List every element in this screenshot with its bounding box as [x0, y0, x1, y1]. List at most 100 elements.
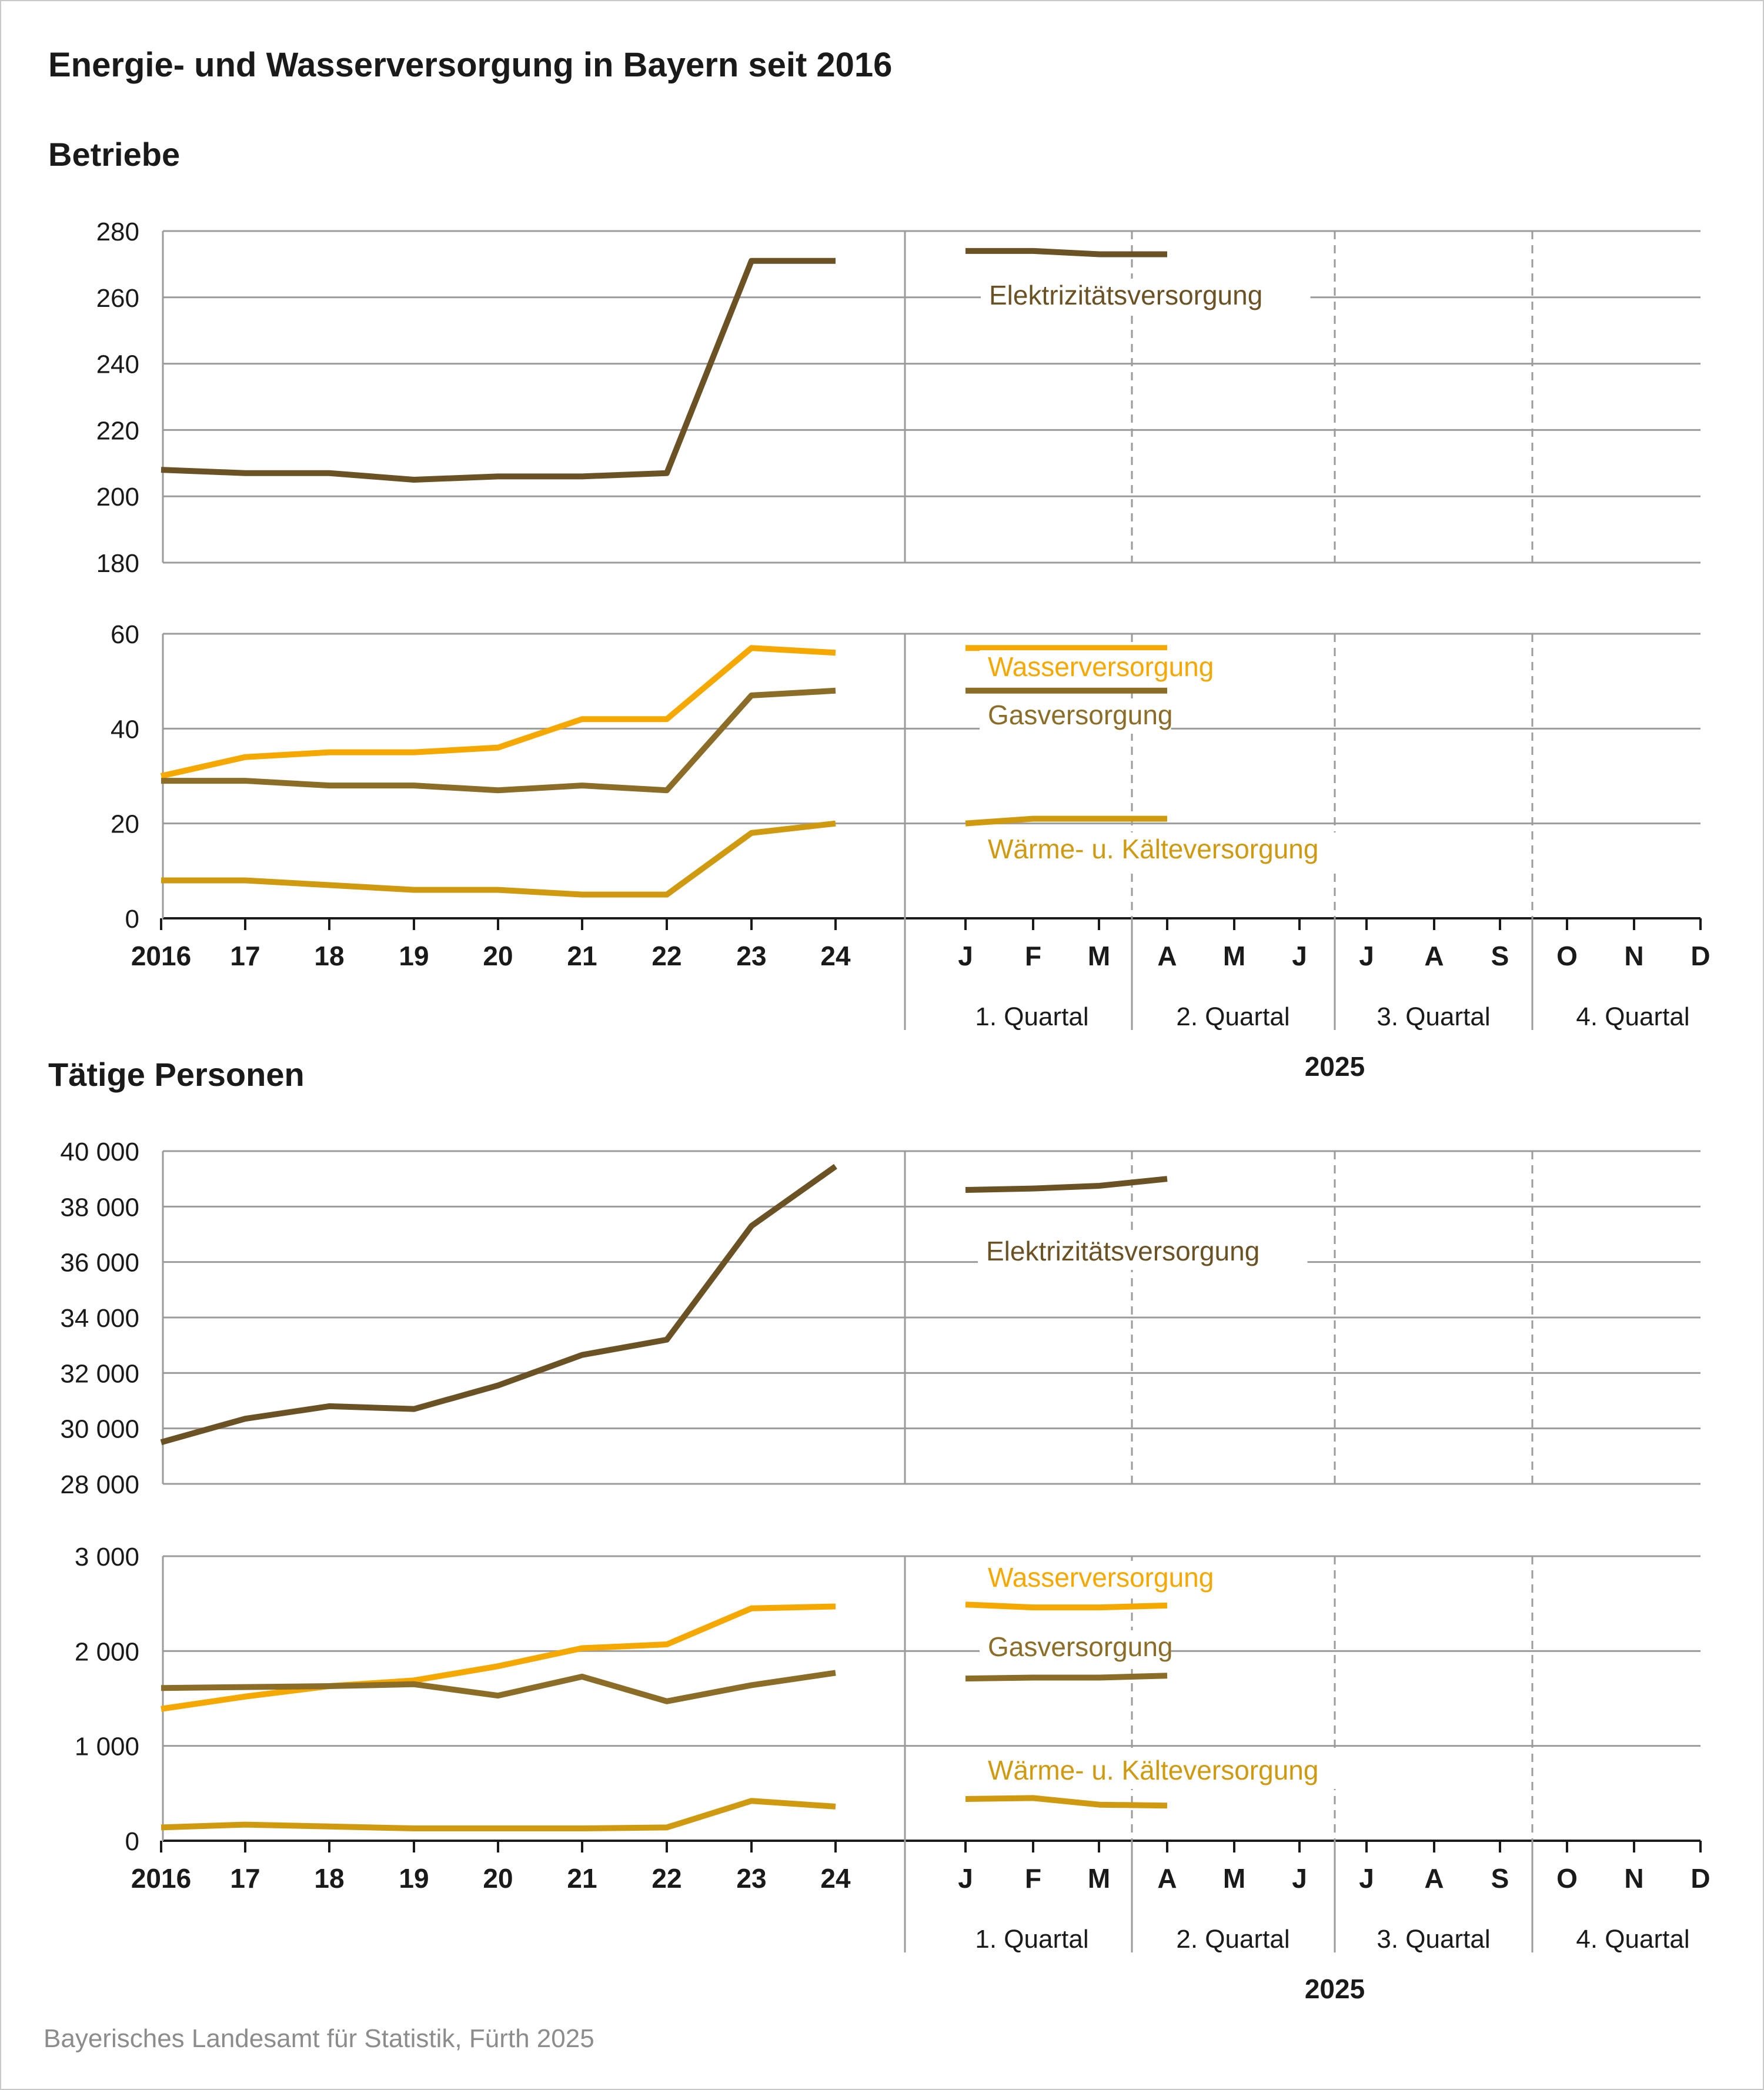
series-label-background [980, 1561, 1212, 1596]
x-tick-label-year: 2016 [131, 1863, 191, 1894]
series-label: Gasversorgung [988, 1631, 1173, 1662]
quarter-label: 2. Quartal [1176, 1925, 1289, 1954]
x-tick-label-month: M [1223, 1863, 1245, 1894]
series-line-annual [161, 258, 836, 483]
x-tick-label-month: A [1157, 1863, 1177, 1894]
x-tick-label-month: N [1624, 1863, 1643, 1894]
y-tick-label: 34 000 [60, 1304, 139, 1333]
section-title-betriebe: Betriebe [48, 136, 180, 173]
series-label-background [980, 1630, 1171, 1666]
x-tick-label-month: A [1157, 941, 1177, 971]
series-line-annual [161, 820, 836, 898]
x-tick-label-year: 23 [736, 941, 766, 971]
y-tick-label: 28 000 [60, 1470, 139, 1499]
series-line-annual [161, 687, 836, 794]
series-label: Elektrizitätsversorgung [986, 1236, 1259, 1266]
x-tick-label-year: 24 [820, 1863, 851, 1894]
series-label-background [980, 698, 1171, 734]
x-tick-label-year: 18 [314, 941, 344, 971]
series-label: Gasversorgung [988, 700, 1173, 730]
x-tick-label-year: 24 [820, 941, 851, 971]
y-tick-label: 0 [125, 905, 139, 934]
x-tick-label-month: N [1624, 941, 1643, 971]
y-tick-label: 0 [125, 1827, 139, 1856]
series-line-2025 [965, 248, 1167, 258]
x-tick-label-year: 23 [736, 1863, 766, 1894]
series-label: Elektrizitätsversorgung [989, 280, 1262, 310]
series-label-background [978, 1235, 1308, 1270]
x-tick-label-month: S [1491, 941, 1509, 971]
x-tick-label-month: J [958, 1863, 973, 1894]
figure-title: Energie- und Wasserversorgung in Bayern … [48, 46, 892, 84]
quarter-label: 1. Quartal [975, 1002, 1088, 1031]
x-tick-label-year: 22 [652, 941, 681, 971]
quarter-label: 2. Quartal [1176, 1002, 1289, 1031]
source-note: Bayerisches Landesamt für Statistik, Für… [44, 2024, 594, 2053]
y-tick-label: 240 [96, 350, 139, 379]
x-tick-label-year: 18 [314, 1863, 344, 1894]
y-tick-label: 30 000 [60, 1415, 139, 1444]
y-tick-label: 220 [96, 416, 139, 445]
y-tick-label: 40 000 [60, 1138, 139, 1166]
x-tick-label-month: D [1690, 941, 1710, 971]
x-tick-label-month: M [1088, 1863, 1110, 1894]
y-tick-label: 200 [96, 483, 139, 511]
series-label: Wärme- u. Kälteversorgung [988, 1755, 1318, 1785]
y-tick-label: 280 [96, 218, 139, 246]
quarter-label: 3. Quartal [1377, 1925, 1490, 1954]
x-tick-label-year: 19 [399, 1863, 429, 1894]
x-tick-label-year: 2016 [131, 941, 191, 971]
series-label: Wasserversorgung [988, 651, 1214, 682]
series-line-2025 [965, 815, 1167, 827]
series-label-background [981, 279, 1311, 314]
series-line-2025 [965, 1795, 1168, 1809]
y-tick-label: 40 [111, 715, 139, 744]
series-label-background [980, 650, 1212, 685]
y-tick-label: 2 000 [75, 1637, 139, 1666]
x-tick-label-month: A [1424, 941, 1444, 971]
series-line-2025 [965, 1601, 1168, 1611]
y-tick-label: 60 [111, 620, 139, 649]
y-tick-label: 3 000 [75, 1543, 139, 1571]
y-tick-label: 180 [96, 549, 139, 578]
y-tick-label: 32 000 [60, 1359, 139, 1388]
y-tick-label: 36 000 [60, 1249, 139, 1278]
x-tick-label-year: 22 [652, 1863, 681, 1894]
x-tick-label-year: 20 [483, 1863, 513, 1894]
x-tick-label-month: J [1359, 941, 1374, 971]
series-line-2025 [965, 1673, 1168, 1682]
series-line-annual [161, 1798, 836, 1832]
quarter-label: 4. Quartal [1576, 1925, 1689, 1954]
quarter-label: 1. Quartal [975, 1925, 1088, 1954]
x-tick-label-month: J [958, 941, 973, 971]
year-2025-label: 2025 [1305, 1051, 1365, 1082]
x-tick-label-month: D [1690, 1863, 1710, 1894]
x-tick-label-month: J [1292, 941, 1307, 971]
series-label: Wasserversorgung [988, 1562, 1214, 1593]
x-tick-label-year: 19 [399, 941, 429, 971]
quarter-label: 4. Quartal [1576, 1002, 1689, 1031]
x-tick-label-month: A [1424, 1863, 1444, 1894]
series-line-annual [161, 1603, 836, 1712]
series-line-annual [160, 645, 836, 779]
series-line-2025 [965, 1176, 1168, 1193]
series-line-annual [160, 1163, 837, 1446]
y-tick-label: 20 [111, 810, 139, 839]
x-tick-label-month: J [1292, 1863, 1307, 1894]
x-tick-label-month: S [1491, 1863, 1509, 1894]
x-tick-label-month: F [1025, 941, 1041, 971]
x-tick-label-month: O [1556, 1863, 1578, 1894]
x-tick-label-year: 21 [567, 941, 597, 971]
x-tick-label-month: M [1223, 941, 1245, 971]
y-tick-label: 260 [96, 284, 139, 313]
x-tick-label-year: 17 [230, 1863, 260, 1894]
x-tick-label-month: O [1556, 941, 1578, 971]
y-tick-label: 38 000 [60, 1193, 139, 1222]
x-tick-label-month: J [1359, 1863, 1374, 1894]
x-tick-label-year: 17 [230, 941, 260, 971]
section-title-taetige-personen: Tätige Personen [48, 1056, 305, 1093]
x-tick-label-year: 21 [567, 1863, 597, 1894]
x-tick-label-month: M [1088, 941, 1110, 971]
